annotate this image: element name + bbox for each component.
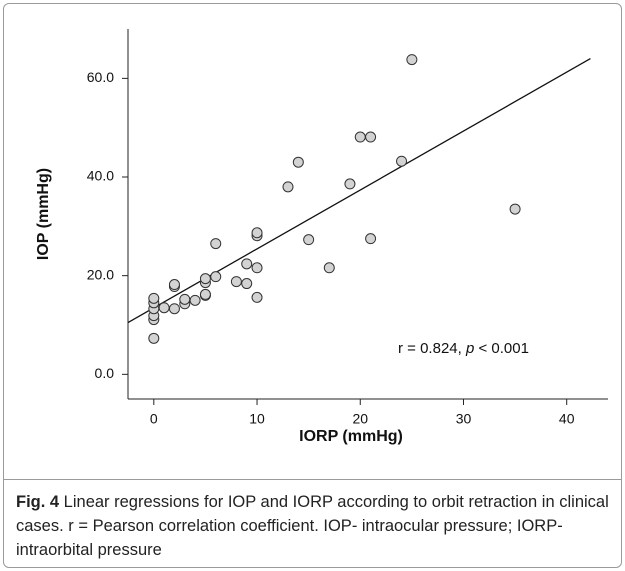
- data-point: [199, 273, 211, 285]
- annotation: r = 0.824, p < 0.001: [398, 340, 529, 357]
- data-point: [509, 203, 521, 215]
- x-tick-label: 10: [249, 411, 265, 427]
- data-point: [148, 292, 160, 304]
- data-point: [406, 54, 418, 66]
- data-point: [158, 302, 170, 314]
- data-point: [210, 238, 222, 250]
- chart: IORP (mmHg) IOP (mmHg) r = 0.824, p < 0.…: [35, 29, 608, 445]
- data-point: [396, 155, 408, 167]
- regression-line: [127, 58, 591, 324]
- data-point: [148, 332, 160, 344]
- y-tick-label: 40.0: [87, 168, 114, 184]
- x-axis-label: IORP (mmHg): [299, 428, 403, 445]
- data-point: [251, 227, 263, 239]
- data-point: [168, 303, 180, 315]
- data-point: [179, 293, 191, 305]
- data-point: [365, 233, 377, 245]
- x-tick-label: 20: [352, 411, 368, 427]
- y-tick-label: 20.0: [87, 266, 114, 282]
- data-point: [292, 156, 304, 168]
- figure: IORP (mmHg) IOP (mmHg) r = 0.824, p < 0.…: [3, 3, 622, 568]
- data-point: [168, 279, 180, 291]
- data-point: [230, 276, 242, 288]
- annotation-part: r = 0.824,: [398, 340, 466, 357]
- data-point: [241, 278, 253, 290]
- data-point: [251, 291, 263, 303]
- caption-text: Linear regressions for IOP and IORP acco…: [16, 493, 609, 559]
- data-point: [303, 234, 315, 246]
- data-point: [344, 178, 356, 190]
- data-point: [251, 262, 263, 274]
- y-axis-label: IOP (mmHg): [35, 168, 52, 260]
- x-tick-label: 30: [456, 411, 472, 427]
- annotation-part: p: [465, 340, 474, 357]
- y-tick-label: 60.0: [87, 69, 114, 85]
- x-tick-label: 0: [150, 411, 158, 427]
- annotation-part: < 0.001: [474, 340, 529, 357]
- x-tick-label: 40: [559, 411, 575, 427]
- data-point: [323, 262, 335, 274]
- caption: Fig. 4 Linear regressions for IOP and IO…: [4, 479, 621, 567]
- data-point: [241, 258, 253, 270]
- data-point: [354, 131, 366, 143]
- data-point: [282, 181, 294, 193]
- y-tick-label: 0.0: [95, 365, 115, 381]
- data-point: [189, 294, 201, 306]
- data-point: [365, 131, 377, 143]
- caption-label: Fig. 4: [16, 493, 60, 511]
- data-point: [210, 271, 222, 283]
- data-point: [199, 288, 211, 300]
